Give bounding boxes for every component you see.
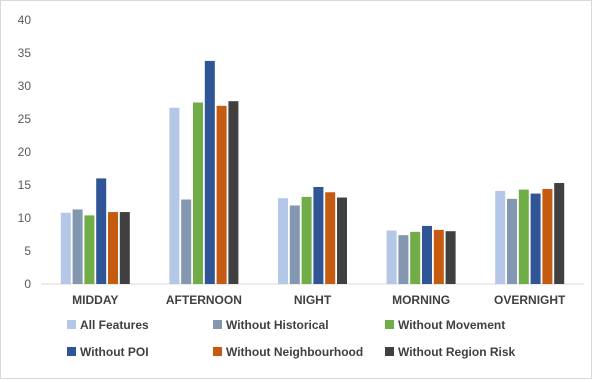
- bar: [422, 225, 432, 284]
- legend-label: All Features: [80, 318, 149, 332]
- bar: [542, 188, 553, 284]
- y-tick-label: 0: [24, 277, 31, 291]
- bar: [278, 198, 288, 284]
- legend-swatch: [67, 347, 76, 356]
- legend-label: Without Historical: [226, 318, 329, 332]
- bar: [433, 229, 444, 284]
- x-category-label: OVERNIGHT: [494, 293, 566, 307]
- bar: [313, 186, 324, 284]
- legend-swatch: [385, 320, 394, 329]
- legend-label: Without POI: [80, 345, 149, 359]
- x-category-label: AFTERNOON: [166, 293, 242, 307]
- legend-swatch: [67, 320, 76, 329]
- bar: [72, 209, 83, 284]
- legend-label: Without Neighbourhood: [226, 345, 363, 359]
- bar: [398, 235, 409, 284]
- bar: [386, 230, 397, 284]
- y-tick-label: 15: [18, 178, 32, 192]
- bar: [96, 178, 107, 284]
- y-tick-label: 20: [18, 145, 32, 159]
- bar: [169, 107, 180, 284]
- y-tick-label: 25: [18, 112, 32, 126]
- bar: [289, 205, 300, 284]
- bar: [554, 183, 565, 284]
- bar: [204, 60, 215, 284]
- legend: All Features Without Historical Without Mo…: [67, 318, 516, 359]
- bar: [119, 212, 130, 284]
- x-category-label: NIGHT: [294, 293, 332, 307]
- bar: [108, 212, 118, 284]
- y-tick-label: 40: [18, 13, 32, 27]
- bar: [193, 102, 203, 284]
- y-tick-label: 5: [24, 244, 31, 258]
- bar: [84, 215, 95, 284]
- legend-label: Without Movement: [398, 318, 505, 332]
- bar: [518, 189, 529, 284]
- category-labels: MIDDAY AFTERNOON NIGHT MORNING OVERNIGHT: [72, 293, 566, 307]
- bar: [60, 212, 71, 284]
- bars-group: [60, 60, 565, 285]
- bar: [337, 197, 347, 284]
- bar: [181, 199, 192, 284]
- bar: [216, 105, 227, 284]
- legend-swatch: [213, 347, 222, 356]
- bar: [530, 193, 541, 284]
- bar: [445, 231, 456, 284]
- bar: [228, 101, 239, 285]
- bar: [325, 192, 336, 284]
- y-tick-label: 10: [18, 211, 32, 225]
- x-category-label: MORNING: [392, 293, 450, 307]
- legend-swatch: [213, 320, 222, 329]
- bar: [507, 198, 517, 284]
- y-tick-label: 30: [18, 79, 32, 93]
- legend-label: Without Region Risk: [398, 345, 516, 359]
- legend-swatch: [385, 347, 394, 356]
- bar: [495, 190, 506, 284]
- x-category-label: MIDDAY: [72, 293, 118, 307]
- bar: [301, 196, 312, 284]
- bar: [410, 231, 421, 284]
- y-tick-label: 35: [18, 46, 32, 60]
- y-axis-ticks: 0 5 10 15 20 25 30 35 40: [18, 13, 32, 291]
